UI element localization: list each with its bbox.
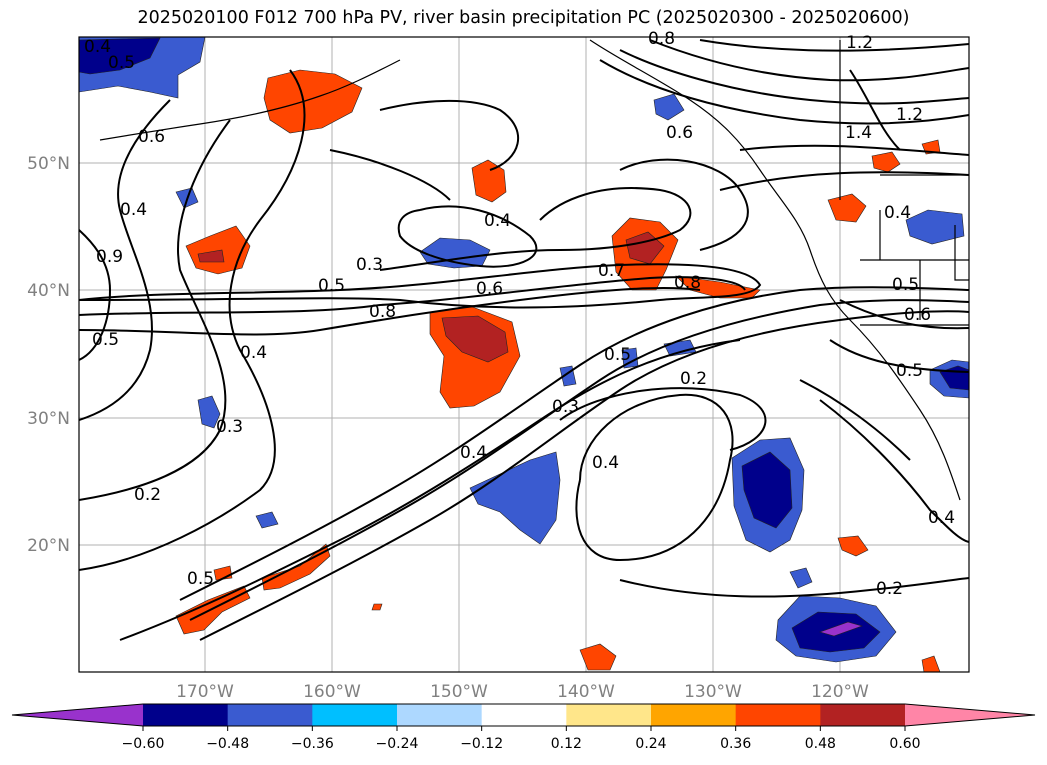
contour-label: 0.6 [476,279,503,299]
colorbar-segment [651,704,737,726]
contour-label: 0.4 [592,453,619,473]
lon-label-140w: 140°W [557,682,615,702]
colorbar-tick-label: −0.24 [376,736,419,752]
colorbar-tick-label: −0.60 [122,736,165,752]
longitude-labels: 170°W 160°W 150°W 140°W 130°W 120°W [176,682,869,702]
latitude-labels: 50°N 40°N 30°N 20°N [27,154,70,556]
contour-label: 0.3 [356,255,383,275]
contour-label: 0.5 [892,275,919,295]
contour-label: 0.8 [674,273,701,293]
map-frame-bg [79,37,969,672]
lon-label-160w: 160°W [303,682,361,702]
colorbar-segment [566,704,652,726]
contour-label: 0.5 [318,276,345,296]
colorbar-tick-label: 0.24 [635,736,666,752]
contour-label: 0.4 [120,200,147,220]
colorbar-extension-high [905,704,1035,726]
contour-label: 0.3 [216,417,243,437]
contour-label-group: 0.4 0.5 0.6 0.4 0.9 0.5 0.4 0.3 0.2 0.5 … [84,29,955,599]
lon-label-130w: 130°W [684,682,742,702]
contour-label: 0.9 [96,247,123,267]
lon-label-120w: 120°W [811,682,869,702]
colorbar-tick-label: 0.12 [551,736,582,752]
gridlines [79,37,969,672]
lon-label-170w: 170°W [176,682,234,702]
contour-label: 0.5 [92,330,119,350]
colorbar-segment [312,704,398,726]
pv-contours [79,39,969,641]
contour-label: 0.5 [187,569,214,589]
colorbar-tick-label: −0.36 [291,736,334,752]
colorbar-tick-label: −0.48 [206,736,249,752]
contour-label: 0.4 [484,211,511,231]
colorbar-extension-low [12,704,143,726]
lon-label-150w: 150°W [430,682,488,702]
colorbar: −0.60 −0.48 −0.36 −0.24 −0.12 0.12 0.24 0.36 0.4… [11,703,1036,752]
contour-label: 0.4 [84,37,111,57]
precipitation-fills [79,37,969,672]
contour-label: 0.2 [680,369,707,389]
colorbar-segment [227,704,313,726]
lat-label-50n: 50°N [27,154,70,174]
contour-label: 0.8 [648,29,675,49]
colorbar-tick-label: 0.60 [889,736,920,752]
colorbar-segment [481,704,567,726]
contour-label: 0.4 [240,343,267,363]
contour-label: 0.2 [876,579,903,599]
contour-label: 0.8 [369,302,396,322]
contour-label: 1.2 [846,33,873,53]
contour-label: 0.6 [666,123,693,143]
colorbar-tick-label: 0.36 [720,736,751,752]
colorbar-segment [735,704,821,726]
colorbar-segment [397,704,483,726]
contour-label: 0.6 [904,305,931,325]
contour-label: 0.2 [134,485,161,505]
lat-label-20n: 20°N [27,536,70,556]
colorbar-segment [143,704,229,726]
colorbar-tick-label: −0.12 [460,736,503,752]
contour-label: 1.4 [845,123,872,143]
contour-label: 0.5 [896,361,923,381]
contour-label: 0.4 [928,508,955,528]
contour-label: 0.5 [108,53,135,73]
coastlines [99,39,969,501]
contour-label: 0.5 [604,345,631,365]
map-border [78,36,970,673]
contour-label: 0.4 [884,203,911,223]
contour-label: 0.6 [138,127,165,147]
contour-label: 1.2 [896,105,923,125]
map-title: 2025020100 F012 700 hPa PV, river basin … [137,8,910,28]
contour-label: 0.4 [460,443,487,463]
lat-label-40n: 40°N [27,281,70,301]
colorbar-tick-label: 0.48 [805,736,836,752]
contour-label: 0.7 [598,261,625,281]
lat-label-30n: 30°N [27,409,70,429]
colorbar-segment [820,704,906,726]
contour-label: 0.3 [552,397,579,417]
